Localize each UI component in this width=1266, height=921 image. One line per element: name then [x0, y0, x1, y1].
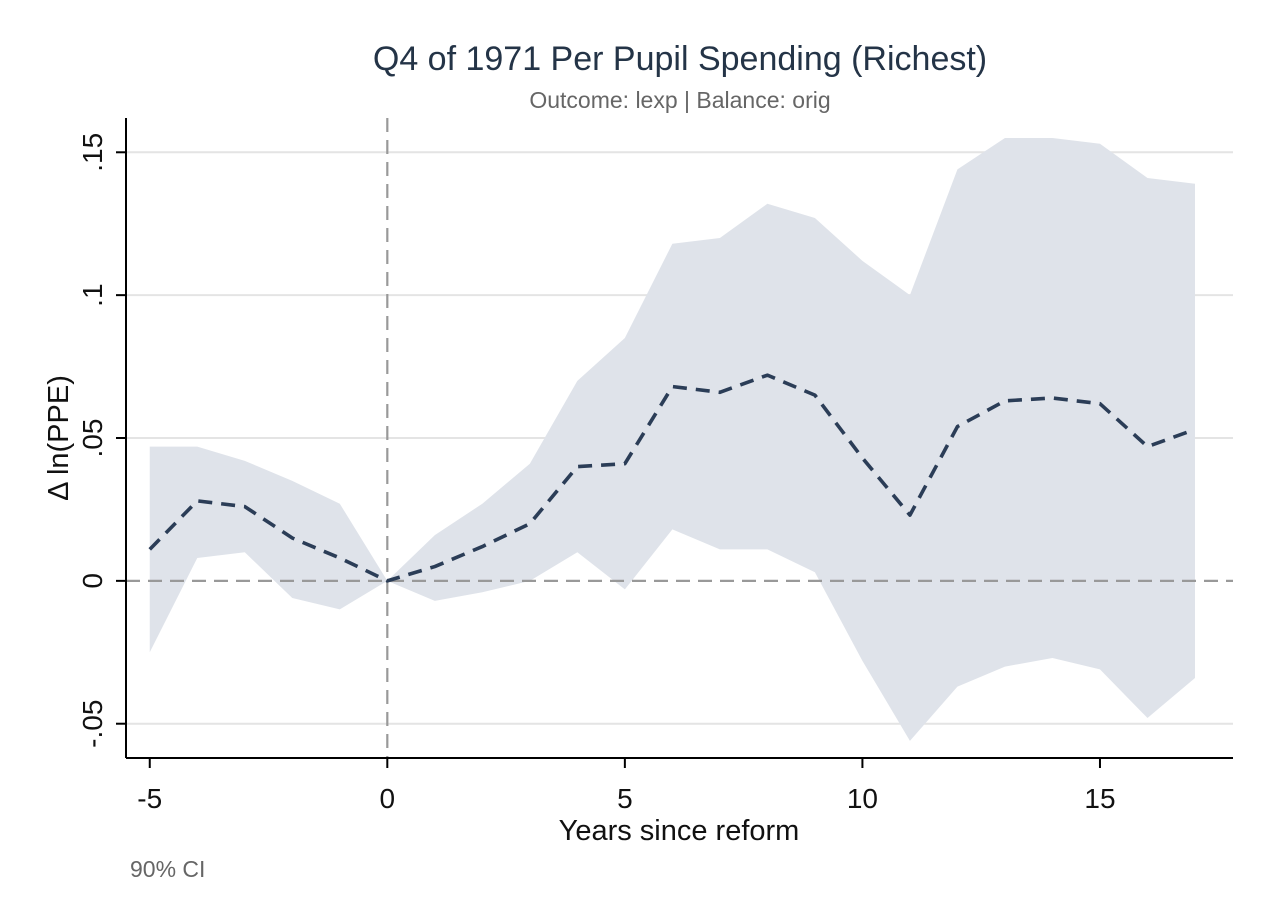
- x-tick-label-4: 15: [1084, 783, 1115, 814]
- confidence-band: [149, 138, 1195, 741]
- estimate-line: [148, 373, 1196, 583]
- x-tick-label-2: 5: [617, 783, 633, 814]
- chart-title: Q4 of 1971 Per Pupil Spending (Richest): [373, 40, 987, 78]
- estimate-series-line: [148, 373, 1196, 583]
- x-axis-title: Years since reform: [559, 815, 800, 847]
- x-tick-label-1: 0: [380, 783, 396, 814]
- ci-note: 90% CI: [130, 856, 205, 882]
- y-ticks: -.05 0 .05 .1 .15: [77, 133, 126, 748]
- y-tick-label-3: .1: [77, 283, 108, 306]
- chart-subtitle: Outcome: lexp | Balance: orig: [529, 87, 830, 113]
- x-tick-label-3: 10: [847, 783, 878, 814]
- reference-lines: [126, 118, 1233, 758]
- y-tick-label-1: 0: [77, 573, 108, 589]
- x-ticks: -5 0 5 10 15: [137, 758, 1116, 814]
- x-tick-label-0: -5: [137, 783, 162, 814]
- y-axis-title: Δ ln(PPE): [43, 375, 75, 501]
- y-tick-label-4: .15: [77, 133, 108, 172]
- y-tick-label-2: .05: [77, 419, 108, 458]
- ci-band: [149, 138, 1195, 741]
- y-tick-label-0: -.05: [77, 700, 108, 748]
